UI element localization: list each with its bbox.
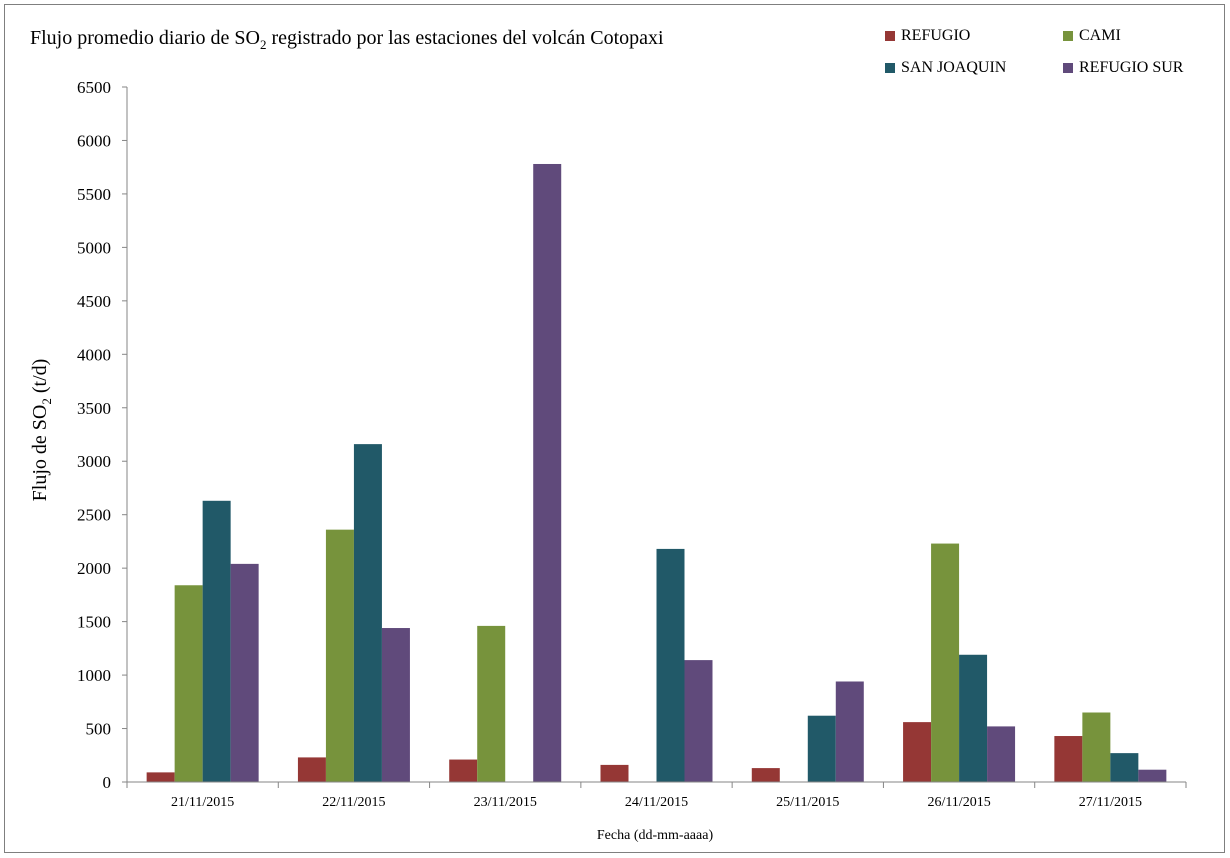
x-axis-label: Fecha (dd-mm-aaaa) [596,828,714,843]
bar [1110,753,1139,782]
legend-swatch [885,63,895,73]
y-tick-label: 500 [86,720,112,739]
y-tick-label: 0 [103,773,112,792]
bar [174,585,203,782]
bar [835,681,864,782]
legend-label: REFUGIO SUR [1079,59,1184,76]
x-tick-label: 23/11/2015 [474,795,537,810]
y-tick-label: 2000 [77,559,111,578]
x-tick-label: 27/11/2015 [1079,795,1142,810]
y-tick-label: 3500 [77,399,111,418]
bar [297,757,326,782]
bar [477,625,506,782]
bar [1054,736,1083,782]
legend-item-cami: CAMI [1063,26,1121,46]
legend: REFUGIO CAMI SAN JOAQUIN REFUGIO SUR [885,26,1215,86]
bar [656,548,685,782]
y-tick-label: 6000 [77,131,111,150]
y-tick-label: 5000 [77,238,111,257]
bar [449,759,478,782]
bar [202,500,231,782]
bar [903,722,932,782]
x-tick-label: 25/11/2015 [776,795,839,810]
bar [146,772,175,782]
legend-label: SAN JOAQUIN [901,59,1007,76]
bar [931,543,960,782]
legend-item-refugio: REFUGIO [885,26,970,46]
y-tick-label: 2500 [77,506,111,525]
bar [381,628,410,782]
bar [325,529,354,782]
x-tick-label: 22/11/2015 [322,795,385,810]
legend-swatch [1063,63,1073,73]
bar [353,444,382,782]
bar [533,163,562,782]
x-tick-label: 26/11/2015 [927,795,990,810]
x-tick-label: 21/11/2015 [171,795,234,810]
legend-item-refugio-sur: REFUGIO SUR [1063,58,1183,78]
bar [959,654,988,782]
bar [1138,769,1167,782]
y-tick-label: 3000 [77,452,111,471]
legend-swatch [1063,31,1073,41]
y-tick-label: 5500 [77,185,111,204]
legend-item-san-joaquin: SAN JOAQUIN [885,58,1006,78]
bar [1082,712,1111,782]
y-tick-label: 6500 [77,78,111,97]
bar [807,715,836,782]
chart-title: Flujo promedio diario de SO2 registrado … [30,27,664,52]
bar [600,764,629,782]
bar [987,726,1016,782]
bar [684,660,713,782]
y-tick-label: 1500 [77,613,111,632]
y-tick-label: 4000 [77,345,111,364]
legend-label: CAMI [1079,27,1121,44]
bar [751,768,780,782]
legend-swatch [885,31,895,41]
legend-label: REFUGIO [901,27,971,44]
y-tick-label: 4500 [77,292,111,311]
bar [230,563,259,782]
y-tick-label: 1000 [77,666,111,685]
x-tick-label: 24/11/2015 [625,795,688,810]
